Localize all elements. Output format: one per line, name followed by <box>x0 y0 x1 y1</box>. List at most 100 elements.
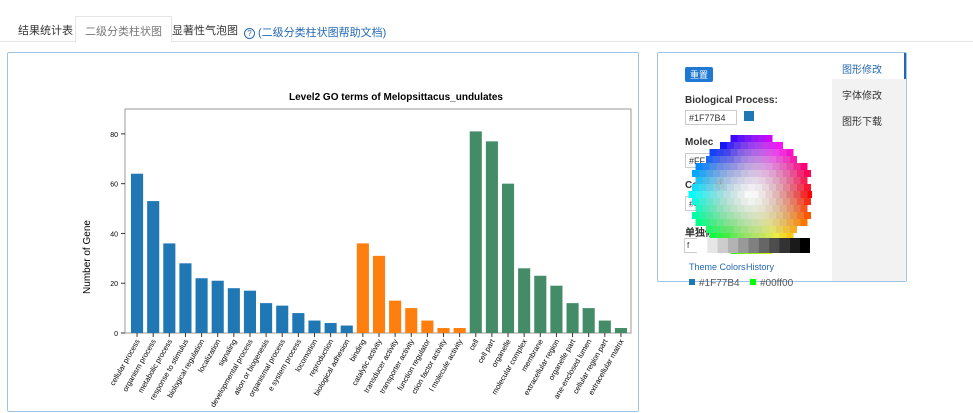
picker-cell[interactable] <box>730 205 738 212</box>
picker-cell[interactable] <box>755 184 762 191</box>
picker-cell[interactable] <box>748 226 755 233</box>
picker-cell[interactable] <box>751 149 759 156</box>
picker-cell[interactable] <box>748 184 755 191</box>
gray-cell[interactable] <box>789 238 801 253</box>
picker-cell[interactable] <box>723 163 731 170</box>
picker-cell[interactable] <box>786 149 794 156</box>
picker-cell[interactable] <box>748 156 755 163</box>
picker-tab-history[interactable]: History <box>746 262 775 272</box>
picker-cell[interactable] <box>713 198 720 205</box>
picker-cell[interactable] <box>772 219 780 226</box>
picker-cell[interactable] <box>734 184 741 191</box>
picker-cell[interactable] <box>720 156 727 163</box>
vtab-chart-edit[interactable]: 图形修改 <box>832 53 906 79</box>
picker-cell[interactable] <box>751 233 759 240</box>
picker-cell[interactable] <box>734 212 741 219</box>
picker-cell[interactable] <box>702 191 710 198</box>
picker-cell[interactable] <box>765 135 773 142</box>
picker-cell[interactable] <box>706 170 713 177</box>
picker-cell[interactable] <box>762 184 769 191</box>
picker-cell[interactable] <box>723 149 731 156</box>
picker-cell[interactable] <box>790 184 797 191</box>
picker-cell[interactable] <box>737 135 745 142</box>
picker-cell[interactable] <box>723 177 731 184</box>
picker-cell[interactable] <box>737 219 745 226</box>
picker-cell[interactable] <box>713 212 720 219</box>
picker-cell[interactable] <box>783 156 790 163</box>
picker-cell[interactable] <box>716 205 724 212</box>
picker-cell[interactable] <box>727 156 734 163</box>
picker-cell[interactable] <box>793 219 801 226</box>
picker-cell[interactable] <box>727 212 734 219</box>
picker-cell[interactable] <box>755 142 762 149</box>
picker-cell[interactable] <box>709 219 717 226</box>
picker-cell[interactable] <box>716 163 724 170</box>
picker-cell[interactable] <box>702 163 710 170</box>
picker-cell[interactable] <box>702 205 710 212</box>
picker-cell[interactable] <box>741 142 748 149</box>
picker-cell[interactable] <box>783 184 790 191</box>
picker-cell[interactable] <box>762 226 769 233</box>
picker-cell[interactable] <box>779 205 787 212</box>
picker-cell[interactable] <box>737 233 745 240</box>
picker-cell[interactable] <box>730 163 738 170</box>
picker-cell[interactable] <box>695 191 703 198</box>
gray-cell[interactable] <box>758 238 770 253</box>
picker-cell[interactable] <box>793 191 801 198</box>
picker-cell[interactable] <box>706 226 713 233</box>
picker-cell[interactable] <box>744 205 752 212</box>
picker-cell[interactable] <box>804 184 811 191</box>
picker-cell[interactable] <box>758 177 766 184</box>
picker-cell[interactable] <box>786 219 794 226</box>
picker-cell[interactable] <box>716 233 724 240</box>
picker-cell[interactable] <box>730 177 738 184</box>
picker-cell[interactable] <box>730 233 738 240</box>
picker-cell[interactable] <box>772 149 780 156</box>
picker-cell[interactable] <box>790 170 797 177</box>
picker-cell[interactable] <box>765 219 773 226</box>
picker-cell[interactable] <box>783 212 790 219</box>
picker-cell[interactable] <box>737 149 745 156</box>
picker-cell[interactable] <box>776 184 783 191</box>
picker-cell[interactable] <box>713 184 720 191</box>
picker-cell[interactable] <box>758 219 766 226</box>
picker-cell[interactable] <box>804 198 811 205</box>
picker-cell[interactable] <box>783 170 790 177</box>
picker-cell[interactable] <box>786 233 794 240</box>
picker-cell[interactable] <box>737 163 745 170</box>
picker-cell[interactable] <box>695 177 703 184</box>
picker-cell[interactable] <box>692 170 699 177</box>
picker-cell[interactable] <box>793 205 801 212</box>
gray-cell[interactable] <box>779 238 790 253</box>
picker-cell[interactable] <box>699 170 706 177</box>
picker-cell[interactable] <box>741 198 748 205</box>
picker-cell[interactable] <box>769 198 776 205</box>
picker-cell[interactable] <box>762 170 769 177</box>
picker-cell[interactable] <box>734 198 741 205</box>
picker-cell[interactable] <box>779 149 787 156</box>
picker-cell[interactable] <box>751 205 759 212</box>
picker-cell[interactable] <box>741 212 748 219</box>
picker-cell[interactable] <box>755 212 762 219</box>
picker-cell[interactable] <box>695 163 703 170</box>
picker-cell[interactable] <box>793 177 801 184</box>
picker-cell[interactable] <box>800 191 808 198</box>
picker-cell[interactable] <box>734 156 741 163</box>
picker-cell[interactable] <box>744 191 752 198</box>
picker-cell[interactable] <box>769 142 776 149</box>
picker-cell[interactable] <box>744 219 752 226</box>
picker-cell[interactable] <box>748 198 755 205</box>
recent-color-1[interactable]: #1F77B4 <box>689 278 740 289</box>
picker-cell[interactable] <box>758 205 766 212</box>
picker-cell[interactable] <box>790 198 797 205</box>
picker-cell[interactable] <box>699 198 706 205</box>
picker-cell[interactable] <box>713 226 720 233</box>
picker-cell[interactable] <box>695 219 703 226</box>
picker-cell[interactable] <box>723 219 731 226</box>
picker-cell[interactable] <box>765 233 773 240</box>
picker-cell[interactable] <box>751 191 759 198</box>
picker-cell[interactable] <box>688 191 696 198</box>
picker-cell[interactable] <box>790 156 797 163</box>
picker-cell[interactable] <box>769 212 776 219</box>
picker-cell[interactable] <box>737 191 745 198</box>
